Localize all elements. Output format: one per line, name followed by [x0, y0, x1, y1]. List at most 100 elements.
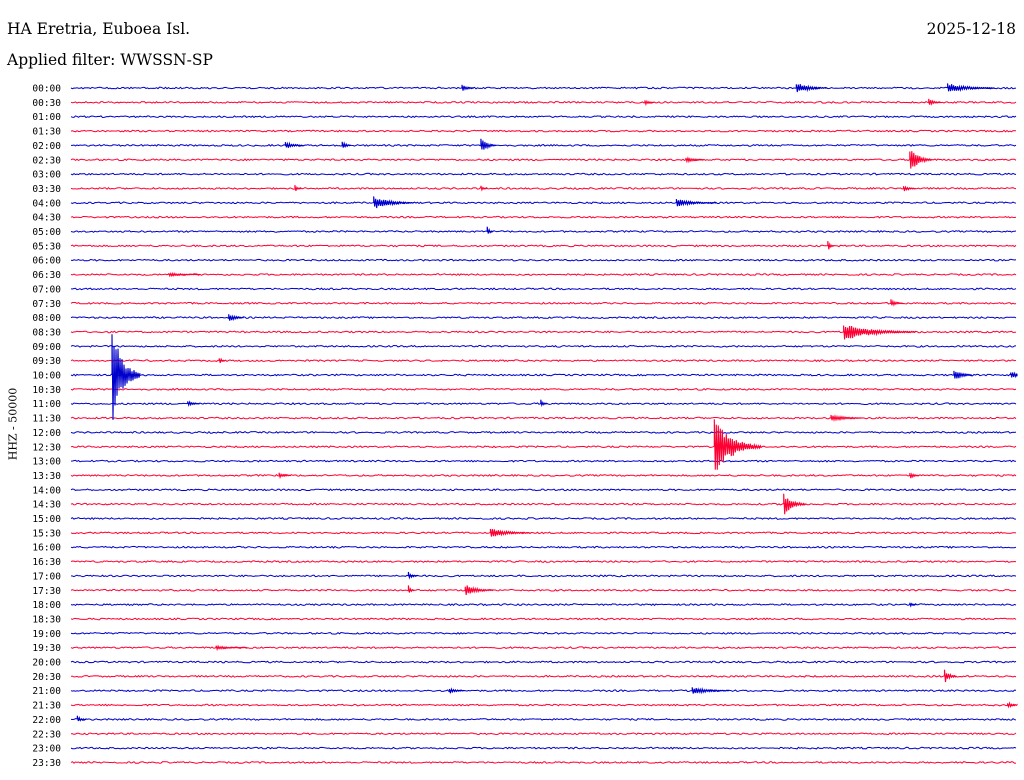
tick-label: 15:30 [32, 528, 61, 539]
seismic-event [111, 334, 141, 420]
seismic-event [187, 400, 200, 408]
trace-line [70, 373, 1017, 377]
trace-line [70, 129, 1016, 133]
tick-label: 20:30 [32, 672, 61, 683]
trace-line [70, 488, 1017, 492]
trace-line [70, 746, 1017, 750]
tick-label: 02:00 [32, 141, 61, 152]
tick-label: 14:00 [32, 485, 61, 496]
seismic-event [540, 399, 548, 408]
seismic-event [1006, 701, 1018, 709]
trace-line [70, 172, 1017, 176]
tick-label: 21:00 [32, 686, 61, 697]
trace-line [70, 158, 1017, 162]
trace-line [70, 703, 1017, 707]
seismic-event [480, 185, 488, 192]
trace-line [70, 717, 1017, 721]
tick-label: 05:00 [32, 227, 61, 238]
seismic-event [953, 370, 973, 379]
tick-label: 01:30 [32, 127, 61, 138]
tick-label: 06:30 [32, 270, 61, 281]
seismic-event [407, 571, 418, 580]
trace-line [70, 588, 1017, 592]
trace-line [70, 316, 1017, 320]
seismic-event [341, 141, 352, 149]
trace-line [70, 660, 1017, 664]
seismic-event [461, 84, 475, 91]
trace-line [70, 603, 1017, 607]
seismic-event [76, 715, 87, 722]
tick-label: 23:00 [32, 744, 61, 755]
tick-label: 04:00 [32, 198, 61, 209]
trace-line [70, 560, 1017, 563]
trace-line [70, 689, 1017, 693]
seismic-event [830, 414, 863, 422]
trace-line [70, 301, 1017, 305]
trace-line [70, 502, 1017, 506]
trace-line [70, 430, 1017, 434]
trace-line [70, 761, 1017, 764]
tick-label: 00:30 [32, 98, 61, 109]
trace-line [70, 186, 1017, 190]
tick-label: 03:00 [32, 170, 61, 181]
tick-label: 07:30 [32, 299, 61, 310]
seismic-event [284, 141, 304, 148]
tick-label: 17:00 [32, 571, 61, 582]
trace-line [70, 445, 1017, 449]
tick-label: 20:00 [32, 658, 61, 669]
trace-line [70, 86, 1017, 90]
seismic-event [1010, 371, 1018, 379]
tick-label: 11:30 [32, 414, 61, 425]
tick-label: 23:30 [32, 758, 61, 769]
seismic-event [928, 98, 941, 106]
seismic-event [228, 314, 244, 322]
trace-line [70, 100, 1017, 104]
seismic-event [795, 84, 828, 93]
tick-label: 03:30 [32, 184, 61, 195]
tick-label: 04:30 [32, 213, 61, 224]
tick-label: 02:30 [32, 155, 61, 166]
seismic-event [448, 687, 465, 694]
seismic-event [675, 199, 717, 207]
tick-label: 08:00 [32, 313, 61, 324]
seismic-event [218, 357, 226, 364]
trace-line [70, 545, 1017, 549]
tick-label: 16:00 [32, 543, 61, 554]
tick-label: 12:30 [32, 442, 61, 453]
seismic-event [909, 472, 920, 479]
trace-line [70, 258, 1017, 262]
trace-line [70, 287, 1017, 291]
trace-line [70, 244, 1017, 248]
seismic-event [909, 151, 933, 169]
seismic-event [843, 325, 916, 340]
tick-label: 01:00 [32, 112, 61, 123]
seismic-event [890, 299, 904, 307]
seismic-event [278, 472, 292, 480]
tick-label: 00:00 [32, 84, 61, 95]
tick-label: 11:00 [32, 399, 61, 410]
trace-line [70, 531, 1017, 535]
tick-label: 18:30 [32, 614, 61, 625]
seismic-event [783, 493, 807, 515]
trace-line [70, 516, 1017, 521]
trace-line [70, 574, 1017, 578]
trace-line [70, 474, 1017, 477]
tick-label: 18:00 [32, 600, 61, 611]
trace-line [70, 115, 1017, 119]
trace-line [70, 215, 1017, 219]
trace-line [70, 631, 1017, 635]
trace-line [70, 387, 1017, 391]
trace-line [70, 344, 1017, 348]
seismic-event [909, 602, 916, 608]
tick-label: 10:30 [32, 385, 61, 396]
trace-line [70, 359, 1017, 363]
seismic-event [215, 644, 248, 652]
applied-filter-label: Applied filter: WWSSN-SP [7, 51, 213, 69]
seismic-event [294, 185, 302, 192]
seismic-event [713, 419, 762, 470]
seismic-event [464, 585, 494, 596]
tick-label: 22:30 [32, 729, 61, 740]
trace-line [70, 273, 1017, 276]
seismic-event [943, 669, 957, 683]
trace-line [70, 674, 1017, 678]
